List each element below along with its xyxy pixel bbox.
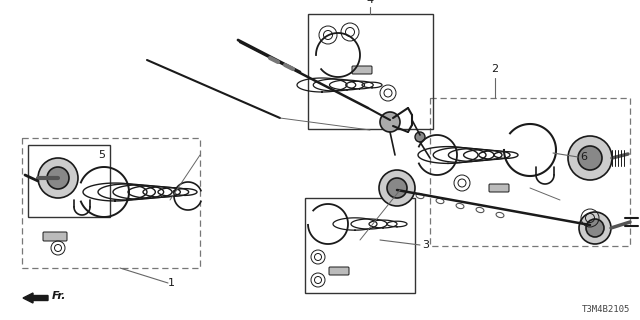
Circle shape xyxy=(568,136,612,180)
Bar xyxy=(308,14,433,129)
Text: Fr.: Fr. xyxy=(52,291,67,301)
FancyBboxPatch shape xyxy=(329,267,349,275)
Bar xyxy=(430,98,630,246)
Circle shape xyxy=(379,170,415,206)
Circle shape xyxy=(579,212,611,244)
FancyBboxPatch shape xyxy=(352,66,372,74)
Text: T3M4B2105: T3M4B2105 xyxy=(582,305,630,314)
Bar xyxy=(305,198,415,293)
Text: 4: 4 xyxy=(367,0,374,5)
FancyBboxPatch shape xyxy=(489,184,509,192)
Circle shape xyxy=(47,167,69,189)
FancyArrow shape xyxy=(23,293,48,303)
Circle shape xyxy=(38,158,78,198)
Circle shape xyxy=(387,178,407,198)
Text: 1: 1 xyxy=(168,278,175,288)
Text: 2: 2 xyxy=(492,64,499,74)
Circle shape xyxy=(415,132,425,142)
Bar xyxy=(22,138,200,268)
FancyBboxPatch shape xyxy=(43,232,67,241)
Text: 3: 3 xyxy=(422,240,429,250)
Circle shape xyxy=(578,146,602,170)
Circle shape xyxy=(586,219,604,237)
Text: 6: 6 xyxy=(580,152,587,162)
Text: 5: 5 xyxy=(98,150,105,160)
Circle shape xyxy=(380,112,400,132)
Bar xyxy=(28,145,110,217)
